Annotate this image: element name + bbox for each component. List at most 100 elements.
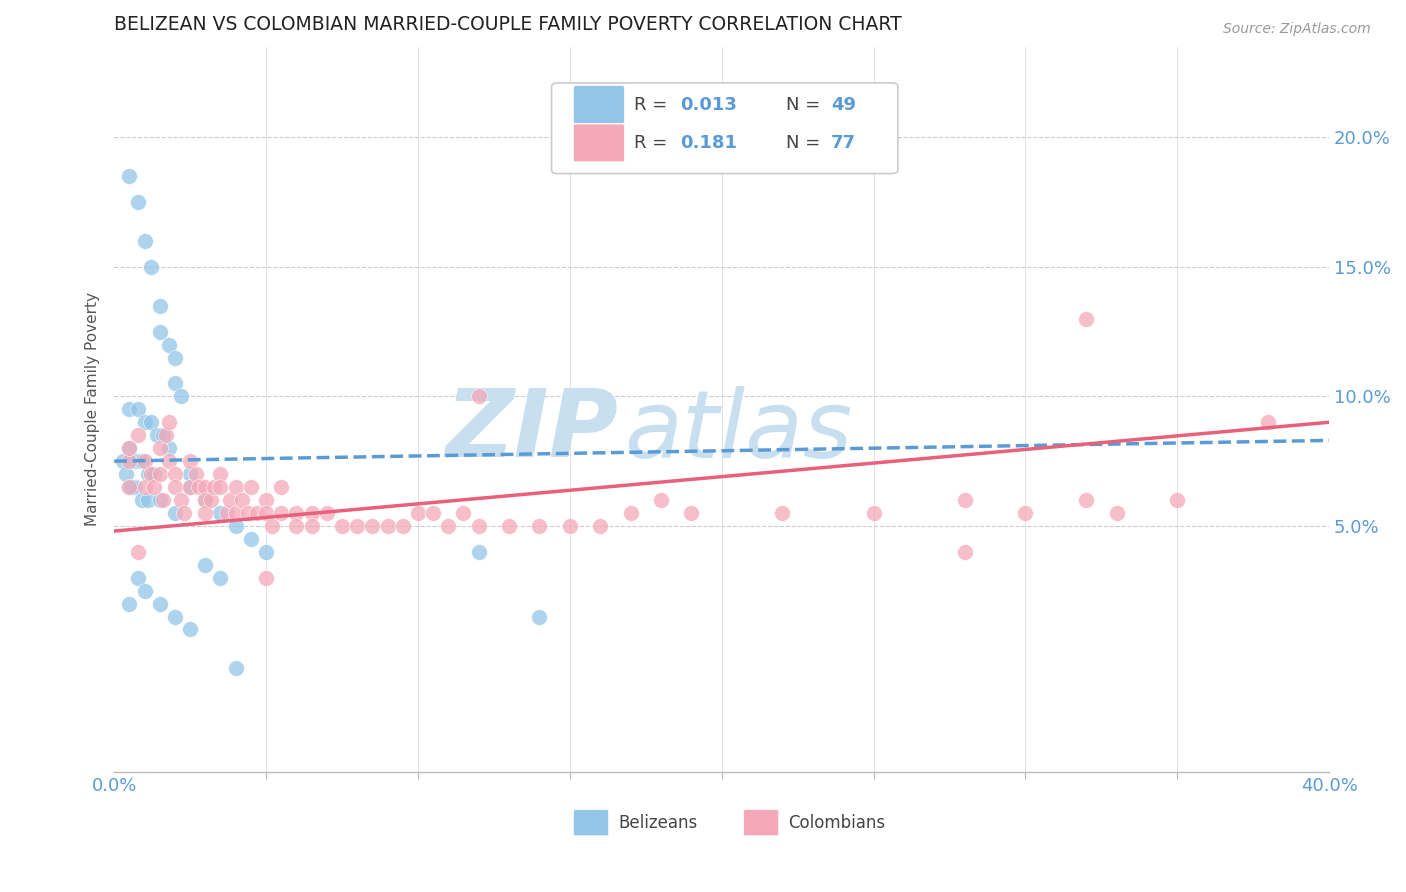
Point [361, 519, 384, 533]
Point [118, 169, 141, 184]
FancyBboxPatch shape [574, 86, 624, 123]
Point [124, 454, 146, 468]
Point [862, 506, 884, 520]
Point [157, 441, 180, 455]
FancyBboxPatch shape [574, 810, 609, 836]
Point [139, 467, 162, 481]
FancyBboxPatch shape [744, 810, 779, 836]
Point [149, 597, 172, 611]
Text: 49: 49 [831, 95, 856, 113]
Point [225, 519, 247, 533]
Point [157, 454, 180, 468]
Point [127, 195, 149, 210]
Point [131, 493, 153, 508]
Point [194, 480, 217, 494]
Point [270, 506, 292, 520]
Point [188, 480, 211, 494]
Point [179, 480, 201, 494]
Point [422, 506, 444, 520]
Point [650, 493, 672, 508]
Point [1166, 493, 1188, 508]
Point [377, 519, 399, 533]
Point [681, 506, 703, 520]
Text: N =: N = [786, 134, 827, 152]
Point [118, 441, 141, 455]
Text: 0.181: 0.181 [681, 134, 737, 152]
Point [118, 441, 141, 455]
Point [301, 506, 323, 520]
Point [953, 493, 976, 508]
Point [467, 389, 489, 403]
Point [149, 299, 172, 313]
Point [163, 506, 186, 520]
Point [115, 467, 138, 481]
FancyBboxPatch shape [574, 124, 624, 161]
Point [254, 545, 277, 559]
Point [231, 493, 253, 508]
Point [239, 480, 262, 494]
Point [236, 506, 259, 520]
Text: Colombians: Colombians [789, 814, 886, 831]
Point [134, 583, 156, 598]
Point [152, 428, 174, 442]
Point [163, 480, 186, 494]
Point [134, 454, 156, 468]
Point [285, 506, 308, 520]
Point [127, 545, 149, 559]
Point [179, 623, 201, 637]
Point [1076, 493, 1098, 508]
Point [391, 519, 413, 533]
Point [225, 480, 247, 494]
Point [254, 493, 277, 508]
Point [406, 506, 429, 520]
Point [194, 506, 217, 520]
Point [112, 454, 135, 468]
Point [127, 428, 149, 442]
Point [163, 609, 186, 624]
Point [179, 480, 201, 494]
Point [1105, 506, 1128, 520]
Point [209, 571, 232, 585]
Point [301, 519, 323, 533]
Point [262, 519, 284, 533]
Point [149, 467, 172, 481]
Point [118, 597, 141, 611]
Point [194, 493, 217, 508]
Point [179, 467, 201, 481]
Point [149, 493, 172, 508]
Point [186, 467, 208, 481]
Point [619, 506, 641, 520]
Point [152, 493, 174, 508]
Point [118, 454, 141, 468]
Point [239, 532, 262, 546]
Point [453, 506, 475, 520]
Point [529, 519, 551, 533]
Text: atlas: atlas [624, 385, 852, 476]
Text: 0.013: 0.013 [681, 95, 737, 113]
Point [163, 376, 186, 391]
Point [270, 480, 292, 494]
Point [157, 337, 180, 351]
Point [118, 480, 141, 494]
Point [1257, 415, 1279, 429]
Point [127, 571, 149, 585]
Point [155, 428, 177, 442]
Point [136, 467, 159, 481]
Point [285, 519, 308, 533]
Point [770, 506, 793, 520]
Point [315, 506, 337, 520]
Point [134, 480, 156, 494]
Point [179, 454, 201, 468]
Point [437, 519, 460, 533]
Text: R =: R = [634, 134, 673, 152]
Point [204, 480, 226, 494]
Point [194, 493, 217, 508]
Point [139, 415, 162, 429]
Point [209, 480, 232, 494]
Text: N =: N = [786, 95, 827, 113]
Point [131, 454, 153, 468]
Point [246, 506, 269, 520]
Y-axis label: Married-Couple Family Poverty: Married-Couple Family Poverty [86, 293, 100, 526]
Text: Belizeans: Belizeans [619, 814, 697, 831]
Point [139, 260, 162, 274]
